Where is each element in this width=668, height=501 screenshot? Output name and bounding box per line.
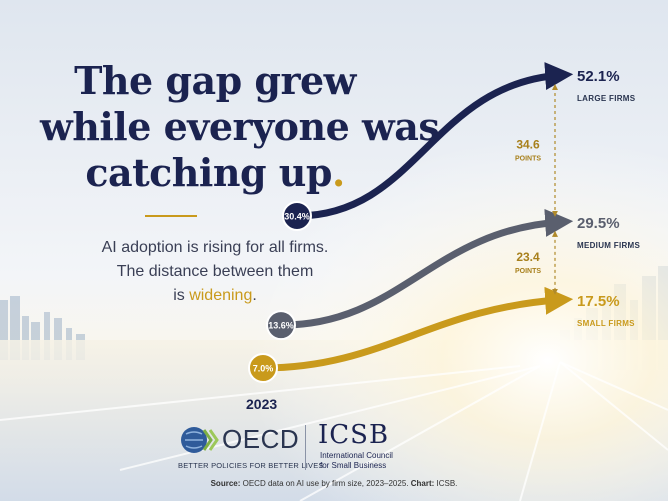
series-large-firms: 30.4% 52.1% LARGE FIRMS xyxy=(282,62,636,231)
series-line xyxy=(293,62,574,220)
series-name-label: LARGE FIRMS xyxy=(577,94,636,103)
gap-indicator-2: 23.4 POINTS xyxy=(515,230,558,295)
chart-credit-text: ICSB. xyxy=(434,479,458,488)
start-point xyxy=(282,200,312,231)
subtitle-line-3-suffix: . xyxy=(252,287,257,304)
series-name-label: SMALL FIRMS xyxy=(577,319,635,328)
start-point xyxy=(248,353,278,383)
start-value-label: 30.4% xyxy=(284,211,310,221)
gap-indicator-1: 34.6 POINTS xyxy=(515,84,558,217)
subtitle-line-3-prefix: is xyxy=(173,287,190,304)
series-line xyxy=(259,286,574,372)
gap-unit-label: POINTS xyxy=(515,155,541,162)
title-line-2: while everyone was xyxy=(40,104,440,149)
gap-unit-label: POINTS xyxy=(515,268,541,275)
x-axis-start-label: 2023 xyxy=(246,396,278,412)
subtitle-line-1: AI adoption is rising for all firms. xyxy=(101,239,329,256)
title-line-1: The gap grew xyxy=(74,58,356,103)
subtitle-highlight: widening xyxy=(189,287,253,304)
subtitle-line-3: is widening. xyxy=(40,284,390,308)
icsb-tagline-line-2: for Small Business xyxy=(320,461,387,470)
oecd-logo-icon xyxy=(181,427,219,453)
icsb-wordmark: ICSB xyxy=(318,420,390,450)
start-value-label: 13.6% xyxy=(268,321,294,331)
gap-value-label: 23.4 xyxy=(516,250,540,264)
title-line-3: catching up. xyxy=(40,150,390,196)
gap-value-label: 34.6 xyxy=(516,137,540,151)
oecd-tagline: BETTER POLICIES FOR BETTER LIVES xyxy=(178,461,324,470)
logo-divider xyxy=(305,425,306,470)
start-point xyxy=(266,310,296,341)
icsb-tagline-line-1: International Council xyxy=(320,451,393,460)
source-label: Source: xyxy=(210,479,241,488)
source-note: Source: OECD data on AI use by firm size… xyxy=(0,479,668,488)
title-line-3-text: catching up xyxy=(85,150,332,195)
end-value-label: 52.1% xyxy=(577,68,620,85)
end-value-label: 17.5% xyxy=(577,293,620,310)
page-title: The gap grew while everyone was catching… xyxy=(40,58,440,196)
subtitle: AI adoption is rising for all firms. The… xyxy=(40,236,390,308)
oecd-wordmark: OECD xyxy=(222,424,300,454)
title-accent-dot: . xyxy=(331,150,345,195)
series-medium-firms: 13.6% 29.5% MEDIUM FIRMS xyxy=(266,208,641,341)
start-value-label: 7.0% xyxy=(253,364,274,374)
series-name-label: MEDIUM FIRMS xyxy=(577,241,641,250)
title-divider xyxy=(145,215,197,217)
end-value-label: 29.5% xyxy=(577,215,620,232)
series-line xyxy=(277,208,574,329)
series-small-firms: 7.0% 17.5% SMALL FIRMS xyxy=(248,286,635,383)
source-text: OECD data on AI use by firm size, 2023–2… xyxy=(240,479,411,488)
chart-credit-label: Chart: xyxy=(410,479,435,488)
subtitle-line-2: The distance between them xyxy=(116,263,314,280)
